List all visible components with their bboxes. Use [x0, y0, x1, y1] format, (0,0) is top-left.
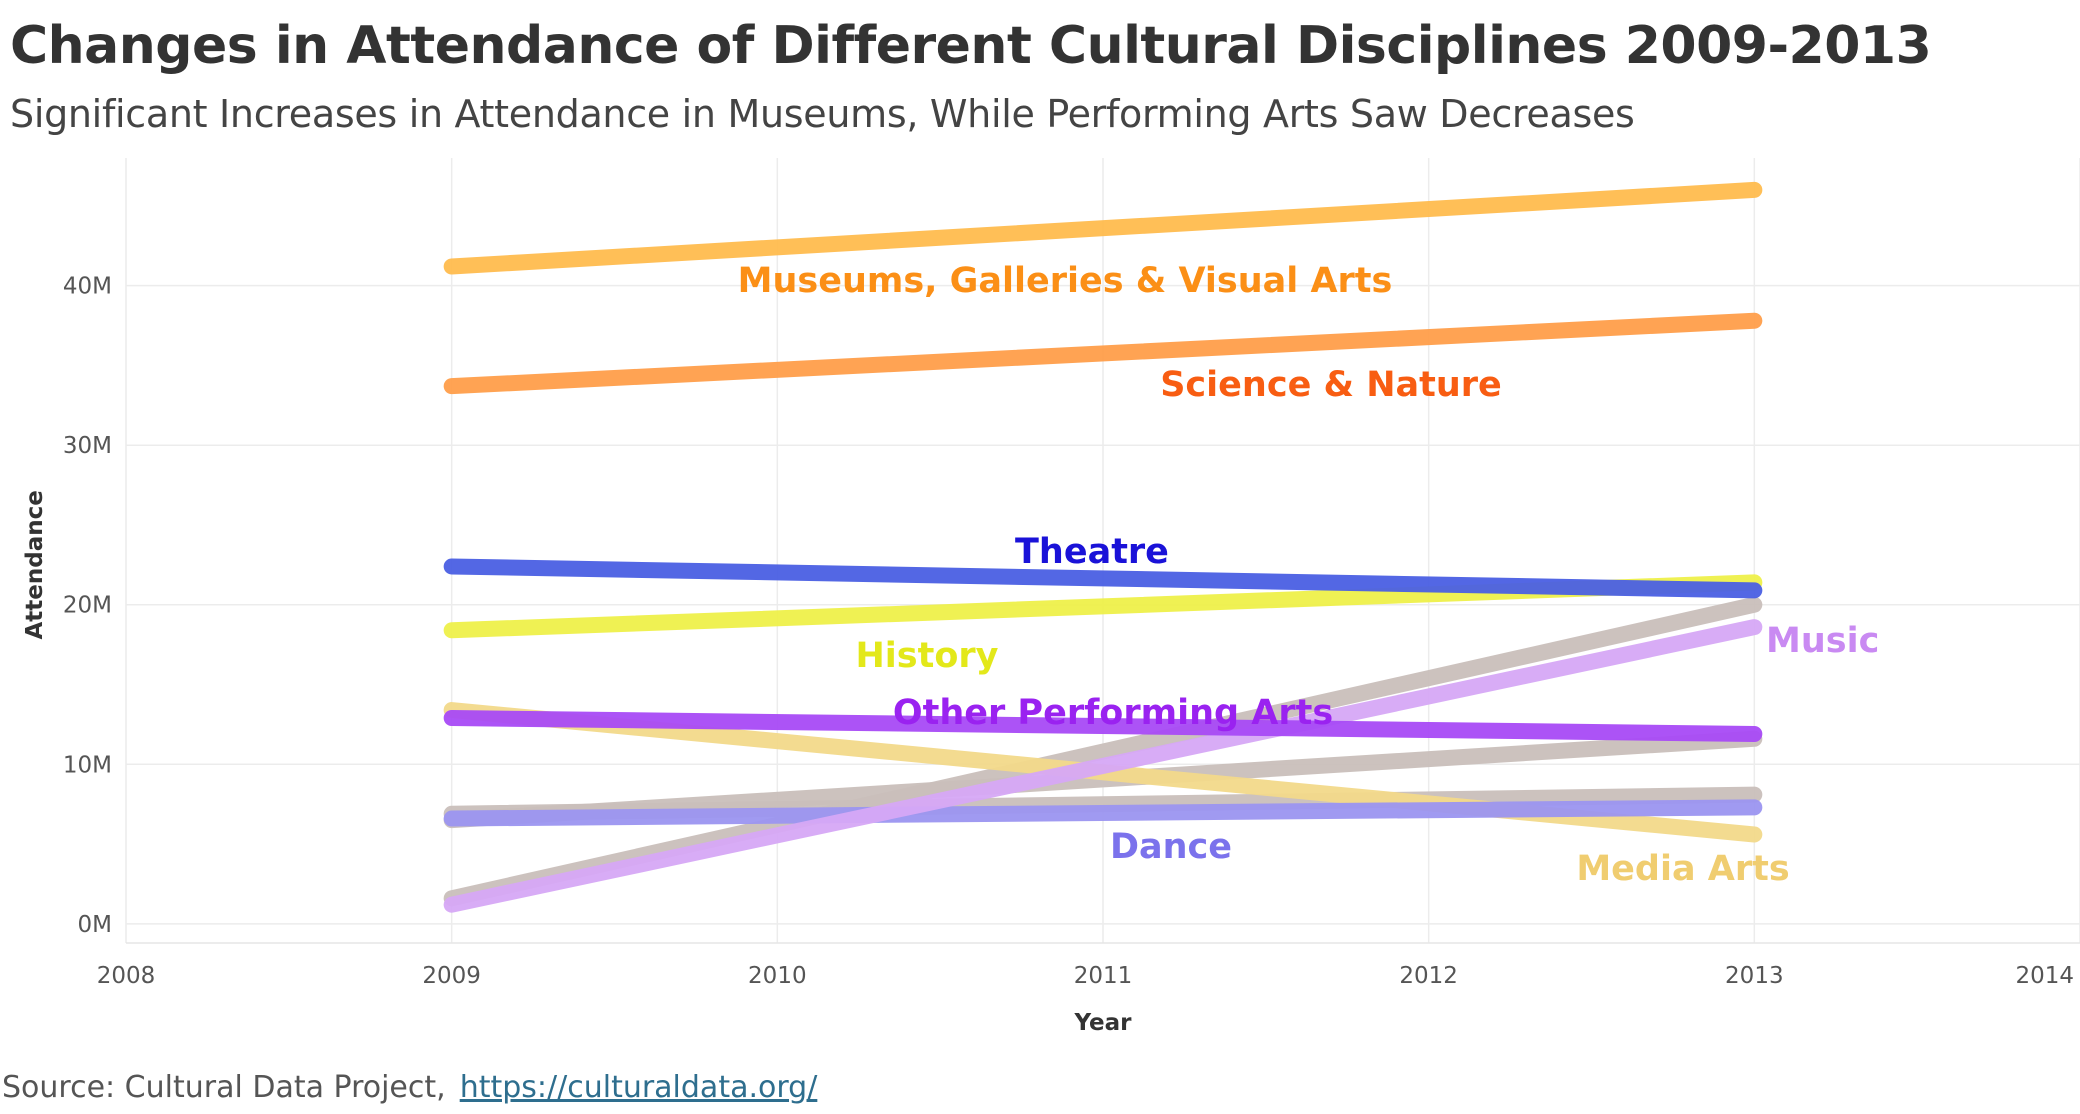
- series-label-theatre: Theatre: [1015, 532, 1169, 572]
- series-line-music: [443, 619, 1763, 913]
- series-label-history: History: [856, 636, 999, 676]
- source-note: Source: Cultural Data Project, https://cu…: [2, 1070, 817, 1105]
- y-tick-label: 10M: [63, 752, 112, 778]
- chart-subtitle: Significant Increases in Attendance in M…: [10, 92, 1635, 136]
- source-label: Source: Cultural Data Project,: [2, 1070, 446, 1105]
- y-tick-label: 40M: [63, 274, 112, 300]
- x-tick-label: 2013: [1725, 963, 1784, 989]
- series-line-theatre: [443, 558, 1763, 599]
- x-tick-label: 2009: [422, 963, 481, 989]
- line-chart: 2008 2009 2010 2011 2012 2013 2014 0M 10M 20M 30M 4…: [22, 158, 2080, 1036]
- axes: 2008 2009 2010 2011 2012 2013 2014 0M 10M 20M 30M 4…: [22, 274, 2080, 1036]
- chart-title: Changes in Attendance of Different Cultu…: [10, 16, 1932, 76]
- y-tick-label: 0M: [78, 912, 112, 938]
- series-labels: Media Arts Dance Music Other Performing Art…: [738, 261, 1880, 889]
- series-label-other-performing-arts: Other Performing Arts: [893, 693, 1333, 733]
- series-label-music: Music: [1766, 621, 1879, 661]
- x-tick-label: 2012: [1399, 963, 1458, 989]
- series-label-museums-galleries-visual-arts: Museums, Galleries & Visual Arts: [738, 261, 1393, 301]
- source-link[interactable]: https://culturaldata.org/: [459, 1070, 818, 1105]
- series-label-dance: Dance: [1110, 827, 1232, 867]
- series-line-dance: [443, 799, 1763, 827]
- series-line-other-performing-arts: [443, 710, 1763, 742]
- y-tick-label: 20M: [63, 593, 112, 619]
- x-tick-label: 2008: [97, 963, 156, 989]
- series-label-media-arts: Media Arts: [1576, 849, 1789, 889]
- series-lines: [443, 181, 1763, 913]
- series-line-science-nature: [443, 312, 1763, 395]
- y-tick-label: 30M: [63, 433, 112, 459]
- x-tick-label: 2010: [748, 963, 807, 989]
- series-line-unlabeled-2: [443, 596, 1763, 907]
- series-line-museums-galleries-visual-arts: [443, 181, 1763, 275]
- y-axis-title: Attendance: [22, 490, 48, 639]
- x-axis-title: Year: [1073, 1010, 1132, 1036]
- x-tick-label: 2011: [1074, 963, 1133, 989]
- x-tick-label: 2014: [2015, 963, 2074, 989]
- series-label-science-nature: Science & Nature: [1160, 365, 1502, 405]
